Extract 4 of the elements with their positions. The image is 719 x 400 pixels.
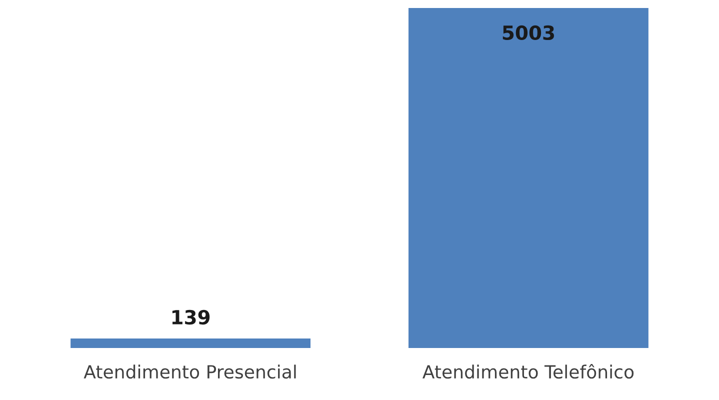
data-label: 139 bbox=[172, 310, 210, 325]
x-tick-label: Atendimento Telefônico bbox=[422, 364, 634, 379]
x-tick-label: Atendimento Presencial bbox=[84, 364, 296, 379]
data-label: 5003 bbox=[502, 25, 554, 40]
